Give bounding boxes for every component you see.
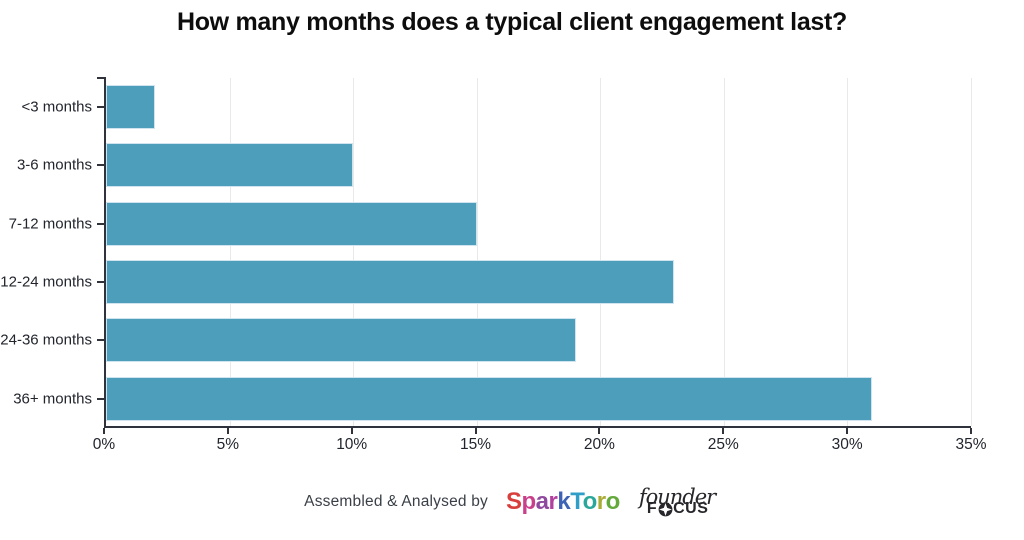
category-label: 12-24 months (0, 273, 92, 291)
gridline (847, 78, 849, 426)
chart-title: How many months does a typical client en… (176, 8, 848, 36)
bar-row: 7-12 months (9, 195, 971, 253)
sparktoro-letter: r (596, 488, 606, 515)
footer: Assembled & Analysed by SparkToro founde… (0, 476, 1024, 528)
x-axis-tick (226, 428, 229, 434)
sparktoro-letter: p (521, 488, 537, 515)
x-axis-tick (846, 428, 849, 434)
y-axis-tick (97, 339, 106, 342)
x-axis-tick (722, 428, 725, 434)
x-tick-label: 0% (92, 436, 116, 453)
bar (106, 376, 873, 421)
bar-row: 24-36 months (0, 311, 971, 369)
y-axis-tick (97, 222, 106, 225)
founderfocus-logo: founder F CUS (638, 487, 720, 517)
x-axis-tick (350, 428, 353, 434)
y-axis-tick (97, 106, 106, 109)
bar-row: <3 months (22, 78, 971, 136)
y-axis-tick (97, 164, 106, 167)
bar (106, 85, 156, 130)
x-tick-label: 30% (831, 436, 863, 453)
x-axis-tick (474, 428, 477, 434)
sparktoro-letter: S (505, 488, 522, 515)
y-axis-tick (97, 397, 106, 400)
sparktoro-letter: o (605, 488, 621, 515)
category-label: 36+ months (13, 390, 92, 408)
bar-row: 12-24 months (0, 253, 971, 311)
gridline (229, 78, 231, 426)
bar (106, 318, 576, 363)
sparktoro-letter: k (557, 488, 571, 515)
gridline (476, 78, 478, 426)
x-tick-label: 25% (707, 436, 739, 453)
bar (106, 143, 354, 188)
category-label: 24-36 months (0, 331, 92, 349)
gridline (971, 78, 972, 426)
sparktoro-letter: T (570, 488, 583, 515)
y-axis-tick (97, 281, 106, 284)
x-axis-tick (103, 428, 105, 434)
bar (106, 201, 477, 246)
y-axis-end-tick (97, 77, 106, 79)
x-tick-label: 35% (955, 436, 987, 453)
x-tick-label: 5% (216, 436, 240, 453)
sparktoro-letter: o (582, 488, 598, 515)
bar-row: 3-6 months (17, 136, 971, 194)
x-tick-label: 15% (460, 436, 492, 453)
gridline (723, 78, 725, 426)
bar (106, 260, 675, 305)
gridline (600, 78, 602, 426)
bar-row: 36+ months (13, 370, 971, 428)
category-label: 7-12 months (8, 215, 92, 233)
category-label: <3 months (21, 98, 92, 116)
focus-target-icon (658, 502, 673, 517)
founderfocus-focus-text: F CUS (646, 500, 709, 517)
x-tick-label: 20% (583, 436, 615, 453)
founderfocus-founder-text: founder (638, 485, 716, 509)
bar-chart-plot-area: <3 months 3-6 months 7-12 months 12-24 mont… (0, 77, 972, 428)
sparktoro-letter: r (548, 488, 558, 515)
sparktoro-logo: SparkToro (506, 490, 620, 514)
sparktoro-letter: a (535, 488, 549, 515)
x-axis-tick (970, 428, 972, 434)
gridline (353, 78, 355, 426)
category-label: 3-6 months (16, 156, 92, 174)
x-axis-tick (598, 428, 601, 434)
x-axis: 0% 5% 10% 15% 20% 25% 30% 35% (93, 428, 987, 458)
x-tick-label: 10% (336, 436, 368, 453)
footer-credit-text: Assembled & Analysed by (304, 493, 488, 510)
